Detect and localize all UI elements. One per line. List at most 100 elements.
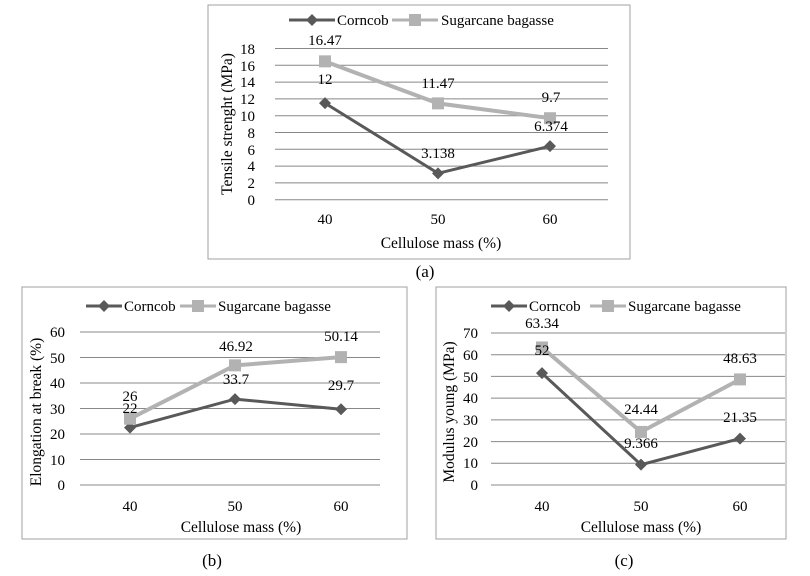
chart-c-legend-sugarcane-marker <box>602 300 614 312</box>
chart-a-data-label: 9.7 <box>542 90 561 106</box>
chart-b-y-tick: 60 <box>50 325 65 341</box>
chart-a-series-sugarcane <box>319 55 556 125</box>
chart-c-y-tick: 50 <box>463 370 478 386</box>
chart-c-sugarcane-point <box>734 373 746 386</box>
chart-a-legend-corncob-label: Corncob <box>337 13 389 29</box>
chart-b-data-label: 33.7 <box>223 372 250 388</box>
chart-b-y-axis-title: Elongation at break (%) <box>28 338 45 486</box>
chart-b-x-tick: 40 <box>123 499 138 515</box>
chart-b-data-label: 26 <box>123 389 139 405</box>
chart-b-x-axis-title: Cellulose mass (%) <box>181 519 302 536</box>
chart-a-corncob-point <box>319 97 331 110</box>
chart-c: Corncob Sugarcane bagasse 0 10 20 30 40 … <box>435 286 787 570</box>
chart-c-y-tick: 70 <box>463 326 478 342</box>
chart-a-data-label: 6.374 <box>534 119 568 135</box>
chart-a-y-tick: 12 <box>240 92 255 108</box>
chart-c-sugarcane-line <box>540 345 741 435</box>
chart-b-data-label: 29.7 <box>328 378 355 394</box>
chart-a-x-axis-title: Cellulose mass (%) <box>381 235 502 252</box>
chart-b-y-tick: 30 <box>50 402 65 418</box>
chart-a-legend-corncob-marker <box>306 14 318 26</box>
chart-b-x-tick: 50 <box>228 499 243 515</box>
chart-c-x-ticks: 40 50 60 <box>535 499 748 515</box>
chart-c-x-tick: 50 <box>634 499 649 515</box>
chart-a-y-tick: 14 <box>240 75 256 91</box>
chart-b-y-tick: 0 <box>58 478 66 494</box>
chart-b-y-tick: 20 <box>50 427 65 443</box>
chart-a-x-ticks: 40 50 60 <box>318 212 558 228</box>
chart-a-data-labels: 12 3.138 6.374 16.47 11.47 9.7 <box>308 33 568 162</box>
chart-c-y-tick: 0 <box>471 478 479 494</box>
chart-b-corncob-point <box>229 393 241 406</box>
chart-c-data-labels: 52 9.366 21.35 63.34 24.44 48.63 <box>525 316 757 452</box>
chart-c-series-sugarcane <box>536 341 746 438</box>
chart-c-x-tick: 60 <box>733 499 748 515</box>
chart-c-y-tick: 60 <box>463 348 478 364</box>
chart-c-data-label: 63.34 <box>525 316 559 332</box>
chart-c-data-label: 48.63 <box>723 351 757 367</box>
chart-a-y-ticks: 0 2 4 6 8 10 12 14 16 18 <box>240 42 256 209</box>
chart-b-sugarcane-point <box>124 412 136 425</box>
chart-a-y-tick: 0 <box>248 193 256 209</box>
chart-b-y-tick: 40 <box>50 376 65 392</box>
chart-c-data-label: 9.366 <box>624 436 658 452</box>
chart-a-legend: Corncob Sugarcane bagasse <box>289 13 554 29</box>
chart-b-legend-sugarcane-label: Sugarcane bagasse <box>218 299 331 315</box>
chart-a-series-corncob <box>319 97 556 180</box>
chart-b-legend: Corncob Sugarcane bagasse <box>86 299 331 315</box>
chart-a-frame <box>207 4 631 260</box>
chart-c-y-tick: 40 <box>463 391 478 407</box>
chart-b-sugarcane-point <box>335 351 347 364</box>
chart-a-sugarcane-point <box>544 112 556 125</box>
chart-b-x-ticks: 40 50 60 <box>123 499 349 515</box>
chart-b-legend-sugarcane-marker <box>192 300 204 312</box>
chart-c-series-corncob <box>536 367 746 471</box>
chart-a-y-axis-title: Tensile strenght (MPa) <box>219 53 236 195</box>
chart-a-y-tick: 8 <box>248 126 256 142</box>
chart-c-frame <box>435 286 787 540</box>
chart-c-caption: (c) <box>615 551 634 570</box>
chart-a-corncob-point <box>432 167 444 180</box>
chart-c-sugarcane-point <box>635 425 647 438</box>
chart-b-series-sugarcane <box>124 351 347 425</box>
chart-a-x-tick: 40 <box>318 212 333 228</box>
chart-a-y-tick: 2 <box>248 176 256 192</box>
chart-c-y-tick: 30 <box>463 413 478 429</box>
chart-b-sugarcane-point <box>229 359 241 372</box>
chart-b-corncob-point <box>335 403 347 416</box>
chart-b-x-tick: 60 <box>334 499 349 515</box>
chart-a-y-tick: 10 <box>240 109 255 125</box>
chart-a-data-label: 12 <box>318 72 333 88</box>
chart-a-corncob-point <box>544 140 556 153</box>
chart-a-y-tick: 16 <box>240 59 256 75</box>
chart-b-legend-corncob-label: Corncob <box>124 299 176 315</box>
chart-a-sugarcane-point <box>319 55 331 68</box>
chart-a-x-tick: 60 <box>543 212 558 228</box>
chart-c-y-ticks: 0 10 20 30 40 50 60 70 <box>463 326 478 494</box>
chart-b-y-ticks: 0 10 20 30 40 50 60 <box>50 325 65 494</box>
chart-a-caption: (a) <box>416 262 435 281</box>
chart-a-legend-sugarcane-marker <box>409 14 421 26</box>
chart-c-corncob-point <box>635 458 647 471</box>
chart-c-y-tick: 10 <box>463 456 478 472</box>
chart-b-legend-corncob-marker <box>98 300 110 312</box>
chart-b-data-label: 22 <box>123 401 138 417</box>
chart-b-data-labels: 22 33.7 29.7 26 46.92 50.14 <box>123 329 359 417</box>
chart-b-y-tick: 50 <box>50 351 65 367</box>
chart-c-legend-corncob-marker <box>503 300 515 312</box>
chart-c-corncob-point <box>536 367 548 380</box>
chart-c-y-tick: 20 <box>463 435 478 451</box>
chart-a-data-label: 11.47 <box>421 76 455 92</box>
chart-a: Corncob Sugarcane bagasse 0 2 4 6 8 10 1… <box>207 4 631 281</box>
chart-a-y-tick: 4 <box>248 159 256 175</box>
chart-c-data-label: 24.44 <box>624 402 658 418</box>
chart-b: Corncob Sugarcane bagasse 0 10 20 30 40 … <box>21 286 408 570</box>
chart-c-sugarcane-point <box>536 341 548 354</box>
chart-b-caption: (b) <box>202 551 222 570</box>
chart-a-x-tick: 50 <box>431 212 446 228</box>
chart-a-legend-sugarcane-label: Sugarcane bagasse <box>441 13 554 29</box>
chart-a-y-tick: 6 <box>248 143 256 159</box>
chart-b-y-tick: 10 <box>50 453 65 469</box>
chart-a-sugarcane-point <box>432 97 444 110</box>
